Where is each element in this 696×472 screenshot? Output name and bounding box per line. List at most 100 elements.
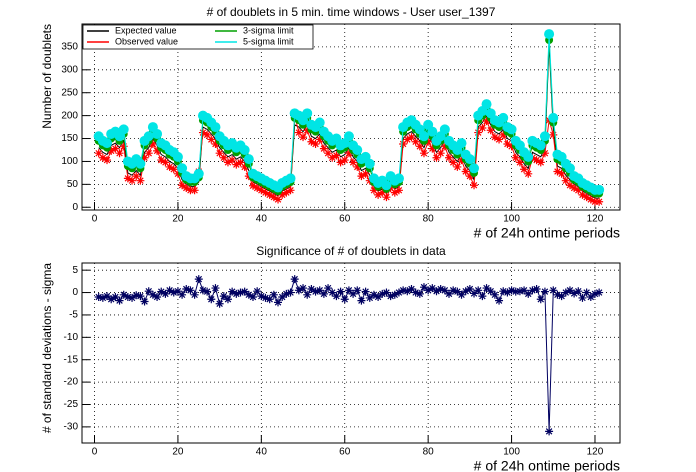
star-marker bbox=[332, 292, 341, 301]
circle-marker bbox=[152, 128, 163, 139]
star-marker bbox=[394, 186, 403, 195]
star-marker bbox=[390, 188, 399, 197]
star-marker bbox=[340, 295, 349, 304]
star-marker bbox=[557, 292, 566, 301]
star-marker bbox=[123, 293, 132, 302]
star-marker bbox=[128, 176, 137, 185]
star-marker bbox=[178, 290, 187, 299]
circle-marker bbox=[393, 173, 404, 184]
star-marker bbox=[119, 290, 128, 299]
circle-marker bbox=[364, 158, 375, 169]
star-marker bbox=[570, 289, 579, 298]
star-marker bbox=[424, 137, 433, 146]
circle-marker bbox=[535, 140, 546, 151]
star-marker bbox=[132, 172, 141, 181]
circle-marker bbox=[352, 144, 363, 155]
star-marker bbox=[269, 193, 278, 202]
y-axis-label: # of standard deviations - sigma bbox=[40, 263, 54, 433]
star-marker bbox=[499, 130, 508, 139]
x-tick-label: 0 bbox=[92, 447, 98, 458]
circle-marker bbox=[135, 158, 146, 169]
star-marker bbox=[261, 293, 270, 302]
star-marker bbox=[582, 193, 591, 202]
star-marker bbox=[161, 289, 170, 298]
star-marker bbox=[132, 291, 141, 300]
star-marker bbox=[369, 290, 378, 299]
star-marker bbox=[182, 184, 191, 193]
star-marker bbox=[103, 156, 112, 165]
star-marker bbox=[332, 151, 341, 160]
star-marker bbox=[553, 290, 562, 299]
chart-title: Significance of # of doublets in data bbox=[256, 244, 446, 258]
star-marker bbox=[590, 197, 599, 206]
star-marker bbox=[424, 286, 433, 295]
circle-marker bbox=[285, 173, 296, 184]
star-marker bbox=[515, 158, 524, 167]
star-marker bbox=[570, 184, 579, 193]
star-marker bbox=[165, 162, 174, 171]
star-marker bbox=[520, 165, 529, 174]
y-tick-label: 250 bbox=[61, 87, 78, 98]
star-marker bbox=[595, 197, 604, 206]
star-marker bbox=[349, 158, 358, 167]
star-marker bbox=[582, 288, 591, 297]
star-marker bbox=[586, 293, 595, 302]
star-marker bbox=[324, 149, 333, 158]
star-marker bbox=[428, 144, 437, 153]
star-marker bbox=[440, 142, 449, 151]
star-marker bbox=[274, 195, 283, 204]
star-marker bbox=[153, 293, 162, 302]
star-marker bbox=[449, 286, 458, 295]
x-axis-label: # of 24h ontime periods bbox=[474, 225, 620, 241]
star-marker bbox=[111, 144, 120, 153]
star-marker bbox=[374, 190, 383, 199]
star-marker bbox=[136, 176, 145, 185]
star-marker bbox=[520, 286, 529, 295]
star-marker bbox=[219, 292, 228, 301]
star-marker bbox=[278, 190, 287, 199]
circle-marker bbox=[456, 138, 467, 149]
star-marker bbox=[190, 186, 199, 195]
star-marker bbox=[361, 169, 370, 178]
star-marker bbox=[236, 158, 245, 167]
star-marker bbox=[511, 287, 520, 296]
star-marker bbox=[319, 144, 328, 153]
star-marker bbox=[115, 149, 124, 158]
star-marker bbox=[282, 289, 291, 298]
circle-marker bbox=[172, 151, 183, 162]
star-marker bbox=[203, 130, 212, 139]
x-tick-label: 40 bbox=[256, 214, 268, 225]
x-tick-label: 80 bbox=[423, 447, 435, 458]
star-marker bbox=[507, 286, 516, 295]
star-marker bbox=[115, 296, 124, 305]
star-marker bbox=[98, 293, 107, 302]
star-marker bbox=[574, 287, 583, 296]
star-marker bbox=[503, 288, 512, 297]
circle-marker bbox=[481, 99, 492, 110]
star-marker bbox=[98, 153, 107, 162]
star-marker bbox=[111, 293, 120, 302]
star-marker bbox=[324, 284, 333, 293]
star-marker bbox=[244, 290, 253, 299]
x-tick-label: 80 bbox=[423, 214, 435, 225]
circle-marker bbox=[118, 124, 129, 135]
star-marker bbox=[344, 149, 353, 158]
star-marker bbox=[549, 286, 558, 295]
circle-marker bbox=[539, 131, 550, 142]
star-marker bbox=[248, 181, 257, 190]
star-marker bbox=[528, 286, 537, 295]
star-marker bbox=[586, 195, 595, 204]
star-marker bbox=[294, 286, 303, 295]
star-marker bbox=[153, 146, 162, 155]
x-tick-label: 120 bbox=[587, 447, 604, 458]
star-marker bbox=[445, 289, 454, 298]
star-marker bbox=[336, 287, 345, 296]
circle-marker bbox=[210, 122, 221, 133]
circle-marker bbox=[594, 184, 605, 195]
star-marker bbox=[236, 288, 245, 297]
star-marker bbox=[378, 289, 387, 298]
star-marker bbox=[590, 289, 599, 298]
star-marker bbox=[315, 135, 324, 144]
star-marker bbox=[319, 289, 328, 298]
star-marker bbox=[465, 172, 474, 181]
